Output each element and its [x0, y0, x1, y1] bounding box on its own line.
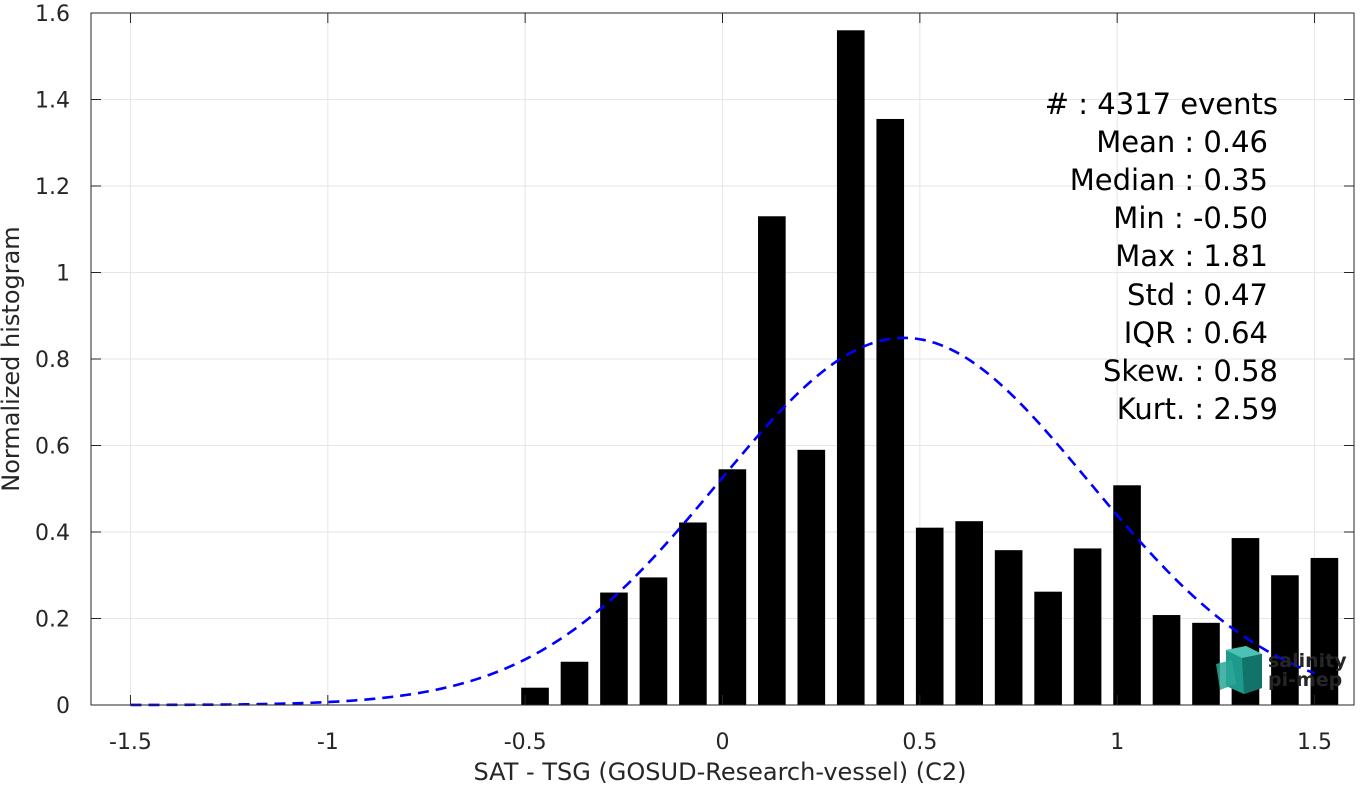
histogram-bar	[718, 469, 747, 705]
stat-iqr: IQR : 0.64	[1124, 316, 1268, 350]
histogram-bar	[521, 687, 549, 705]
axes-frame	[90, 12, 1355, 706]
stat-std: Std : 0.47	[1127, 278, 1268, 312]
histogram-bar	[994, 550, 1023, 705]
logo-cube-icon	[1216, 646, 1262, 694]
histogram-bar	[915, 527, 944, 705]
histogram-bar	[600, 592, 628, 705]
stat-max: Max : 1.81	[1115, 239, 1268, 273]
y-tick-label: 0.8	[35, 348, 70, 373]
stat-kurt: Kurt. : 2.59	[1117, 392, 1278, 426]
y-tick-label: 0.6	[35, 435, 70, 460]
x-tick-label: -1	[317, 730, 339, 755]
histogram-bar	[1034, 591, 1062, 705]
y-tick-label: 1.6	[35, 2, 70, 27]
gaussian-fit-curve	[130, 336, 1315, 707]
stat-median: Median : 0.35	[1070, 163, 1268, 197]
histogram-bar	[758, 216, 786, 705]
x-tick-label: -1.5	[109, 730, 152, 755]
x-tick-label: -0.5	[504, 730, 547, 755]
histogram-bar	[1271, 575, 1299, 705]
stat-min: Min : -0.50	[1113, 201, 1268, 235]
stats-box: # : 4317 events Mean : 0.46 Median : 0.3…	[1045, 87, 1278, 426]
stat-count: # : 4317 events	[1045, 87, 1278, 121]
x-tick-label: 0	[716, 730, 730, 755]
histogram-bar	[1113, 485, 1141, 705]
salinity-pimep-logo: salinity pi-mep	[1216, 646, 1347, 694]
stat-skew: Skew. : 0.58	[1103, 354, 1278, 388]
histogram-bar	[955, 521, 983, 705]
y-tick-label: 0.2	[35, 608, 70, 633]
y-axis-label: Normalized histogram	[0, 226, 25, 491]
y-tick-label: 0	[56, 694, 70, 719]
y-tick-label: 1.4	[35, 89, 70, 114]
logo-text-salinity: salinity	[1268, 650, 1347, 672]
histogram-bar	[1192, 622, 1220, 705]
x-tick-label: 1	[1110, 730, 1124, 755]
histogram-bar	[1152, 615, 1181, 705]
histogram-bar	[639, 577, 668, 705]
histogram-bar	[679, 522, 707, 705]
histogram-bar	[876, 118, 905, 705]
x-tick-label: 0.5	[902, 730, 937, 755]
x-axis-label: SAT - TSG (GOSUD-Research-vessel) (C2)	[474, 758, 967, 785]
histogram-bar	[1310, 557, 1339, 705]
x-tick-label: 1.5	[1297, 730, 1332, 755]
stat-mean: Mean : 0.46	[1096, 125, 1268, 159]
histogram-bar	[560, 661, 589, 705]
y-tick-label: 0.4	[35, 521, 70, 546]
histogram-bar	[836, 30, 865, 706]
y-tick-label: 1.2	[35, 175, 70, 200]
y-tick-label: 1	[56, 262, 70, 287]
histogram-bar	[1073, 548, 1102, 705]
logo-text-pimep: pi-mep	[1268, 669, 1342, 691]
histogram-bar	[797, 449, 826, 705]
tick-labels: -1.5 -1 -0.5 0 0.5 1 1.5 0 0.2 0.4 0.6 0.8 1 1.2 1.4 1.…	[35, 2, 1332, 755]
